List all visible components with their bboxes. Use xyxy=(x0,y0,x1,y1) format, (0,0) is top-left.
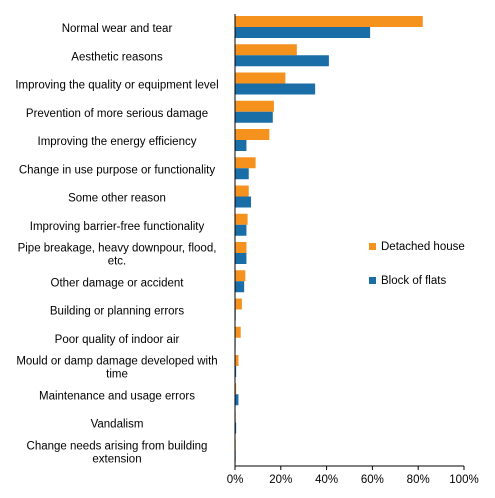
category-label-3: Prevention of more serious damage xyxy=(26,108,208,120)
category-label-12-line-0: Mould or damp damage developed with xyxy=(16,356,217,368)
bar-block-of-flats-1 xyxy=(235,55,329,67)
category-label-15-line-0: Change needs arising from building xyxy=(27,440,208,452)
category-label-5: Change in use purpose or functionality xyxy=(19,164,216,176)
bar-detached-house-1 xyxy=(235,44,297,56)
bar-block-of-flats-13 xyxy=(235,394,239,406)
x-tick-label-0: 0% xyxy=(227,474,244,486)
x-tick-label-4: 80% xyxy=(407,474,430,486)
category-label-1: Aesthetic reasons xyxy=(71,51,163,63)
bar-detached-house-11 xyxy=(235,326,241,338)
bar-block-of-flats-2 xyxy=(235,83,316,95)
category-label-9: Other damage or accident xyxy=(51,277,185,289)
category-label-12-line-1: time xyxy=(106,369,128,381)
legend-swatch-block-of-flats xyxy=(369,277,376,284)
bar-detached-house-0 xyxy=(235,16,423,27)
bar-block-of-flats-3 xyxy=(235,111,273,123)
bar-detached-house-10 xyxy=(235,298,242,310)
bar-block-of-flats-0 xyxy=(235,27,371,38)
bar-block-of-flats-5 xyxy=(235,168,249,180)
category-label-15-line-1: extension xyxy=(92,453,141,465)
bar-detached-house-7 xyxy=(235,213,248,225)
bar-detached-house-12 xyxy=(235,355,239,366)
category-label-0: Normal wear and tear xyxy=(62,23,173,35)
bar-block-of-flats-8 xyxy=(235,253,247,264)
category-label-13: Maintenance and usage errors xyxy=(39,390,195,402)
category-label-6: Some other reason xyxy=(68,193,166,205)
bar-detached-house-9 xyxy=(235,270,246,282)
category-label-7: Improving barrier-free functionality xyxy=(30,221,205,233)
bar-block-of-flats-9 xyxy=(235,281,245,293)
legend-swatch-detached-house xyxy=(369,243,376,250)
bar-block-of-flats-6 xyxy=(235,196,252,208)
category-labels: Normal wear and tear Aesthetic reasons Imp… xyxy=(15,23,218,465)
bar-block-of-flats-4 xyxy=(235,140,247,151)
legend-label-detached-house: Detached house xyxy=(381,241,465,253)
x-tick-label-2: 40% xyxy=(315,474,338,486)
category-label-14: Vandalism xyxy=(91,419,144,431)
bar-block-of-flats-7 xyxy=(235,224,247,236)
bar-block-of-flats-12 xyxy=(235,366,237,377)
x-tick-label-3: 60% xyxy=(361,474,384,486)
category-label-4: Improving the energy efficiency xyxy=(38,136,197,148)
bar-block-of-flats-14 xyxy=(235,422,237,434)
bar-detached-house-5 xyxy=(235,157,256,169)
x-tick-label-1: 20% xyxy=(269,474,292,486)
bar-detached-house-4 xyxy=(235,129,270,140)
bar-detached-house-8 xyxy=(235,242,247,253)
bar-detached-house-2 xyxy=(235,72,286,84)
x-tick-label-5: 100% xyxy=(449,474,478,486)
x-axis: 0% 20% 40% 60% 80% 100% xyxy=(227,14,479,486)
category-label-2: Improving the quality or equipment level xyxy=(15,80,218,92)
legend: Detached house Block of flats xyxy=(369,241,465,287)
category-label-8-line-0: Pipe breakage, heavy downpour, flood, xyxy=(18,243,217,255)
category-label-10: Building or planning errors xyxy=(50,306,184,318)
legend-label-block-of-flats: Block of flats xyxy=(381,275,446,287)
bar-detached-house-13 xyxy=(235,383,237,395)
bars-layer xyxy=(235,16,423,462)
bar-detached-house-3 xyxy=(235,100,274,112)
bar-detached-house-6 xyxy=(235,185,249,197)
category-label-11: Poor quality of indoor air xyxy=(55,334,180,346)
category-label-8-line-1: etc. xyxy=(108,256,127,268)
